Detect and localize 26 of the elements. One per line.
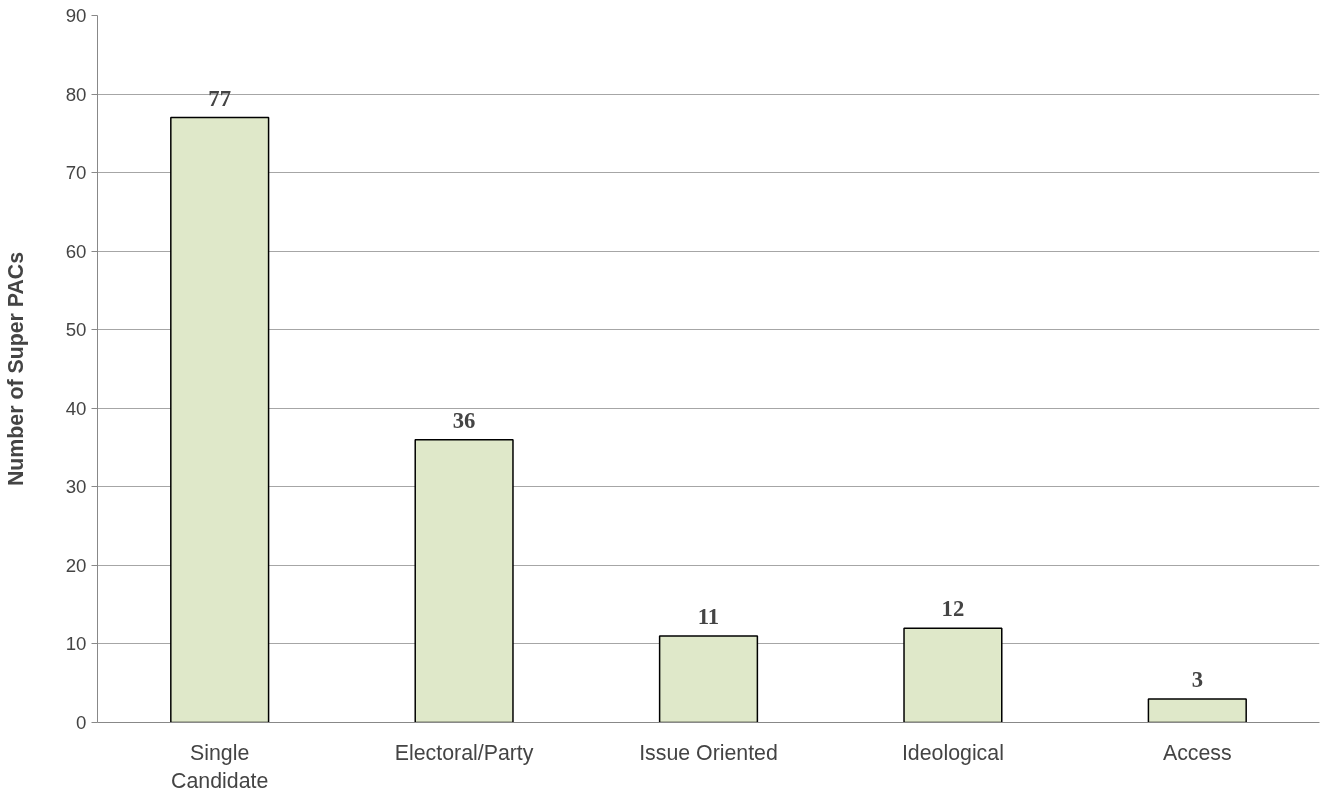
data-label: 3 [1191,666,1203,692]
data-label: 36 [452,407,476,433]
y-tick-label: 80 [65,83,87,105]
y-tick-label: 40 [65,397,87,419]
bar [170,116,270,723]
y-tick-label: 20 [65,554,87,576]
y-tick-label: 30 [65,476,87,498]
x-tick-label: Ideological [901,740,1004,765]
data-label: 12 [941,596,965,622]
x-tick-label: Electoral/Party [394,740,534,765]
bar [414,438,514,723]
bar [903,627,1003,723]
x-tick-label: Issue Oriented [639,740,778,765]
y-tick-label: 90 [65,5,87,26]
data-label: 77 [208,85,232,111]
bar [1147,698,1247,723]
y-tick-label: 0 [76,712,87,733]
y-tick-label: 70 [65,162,87,184]
x-tick-label: Single Candidate [171,740,269,794]
y-tick-label: 10 [65,633,87,655]
data-label: 11 [697,604,720,630]
y-axis-title: Number of Super PACs [3,251,28,487]
y-tick-label: 60 [65,240,87,262]
y-tick-label: 50 [65,319,87,341]
bar [658,635,759,723]
x-tick-label: Access [1162,740,1232,765]
